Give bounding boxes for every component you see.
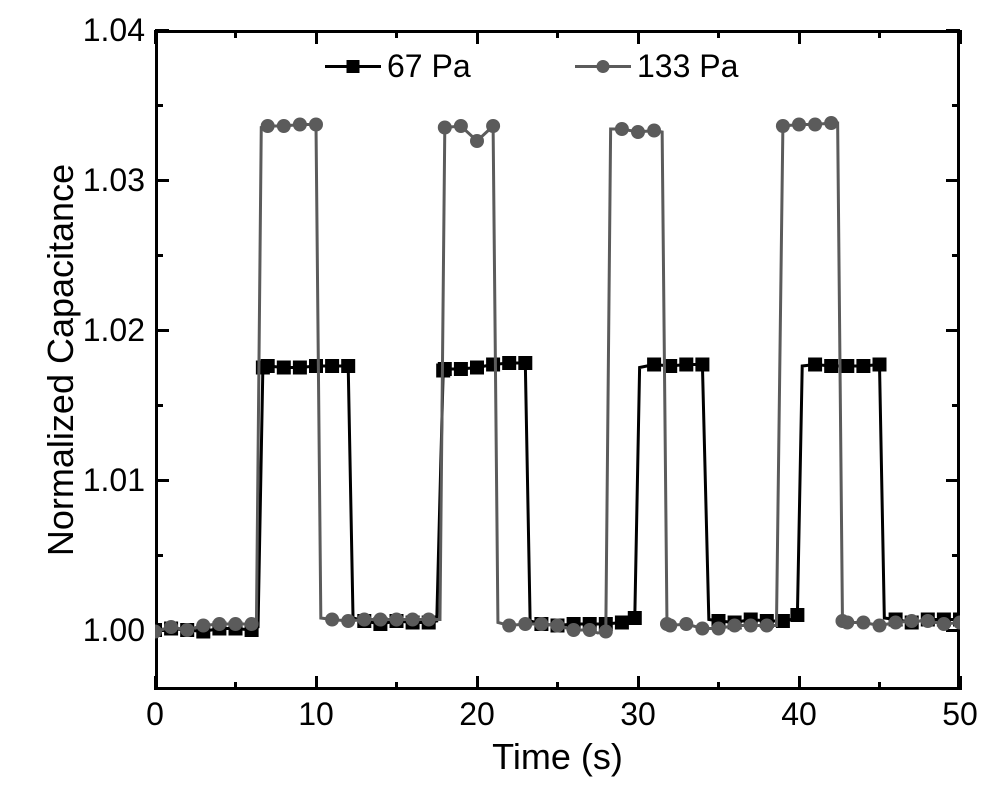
legend-label: 67 Pa	[387, 48, 471, 85]
series-67-Pa	[149, 357, 967, 639]
legend-swatch	[325, 57, 381, 76]
figure: Normalized Capacitance Time (s) 01020304…	[0, 0, 1000, 797]
chart-svg	[0, 0, 1000, 797]
legend-item-67-Pa: 67 Pa	[325, 48, 471, 85]
legend-item-133-Pa: 133 Pa	[575, 48, 738, 85]
series-133-Pa	[149, 117, 967, 639]
legend-swatch	[575, 57, 631, 76]
legend-label: 133 Pa	[637, 48, 738, 85]
